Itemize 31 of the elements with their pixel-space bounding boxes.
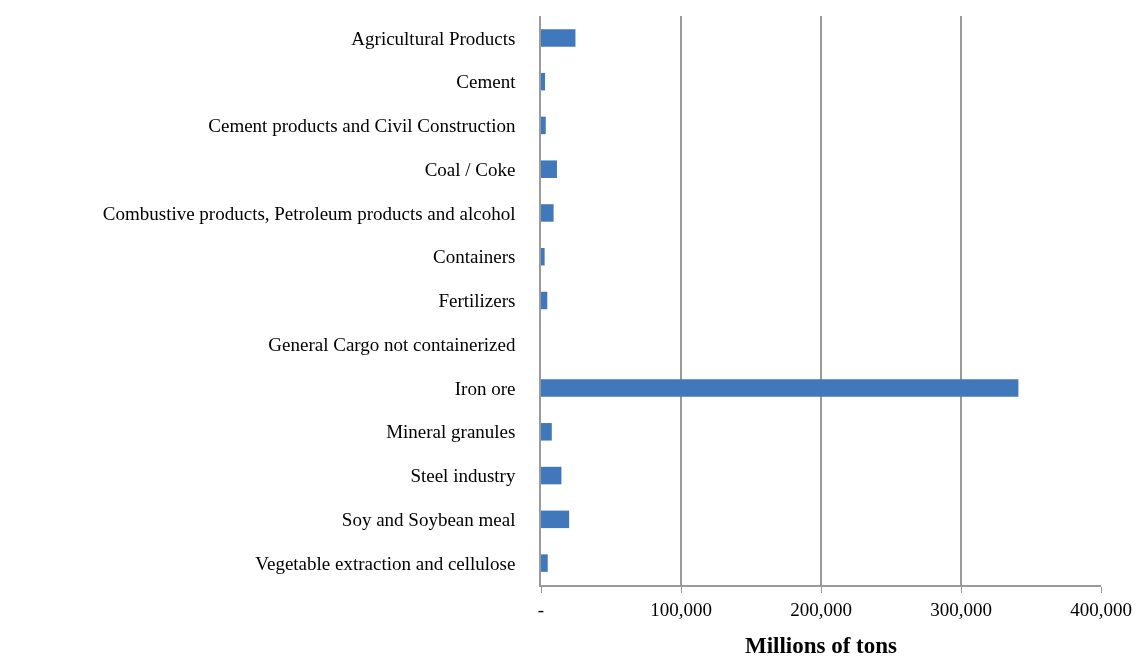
y-tick-label: Steel industry — [410, 465, 516, 487]
bar — [541, 29, 576, 47]
bar — [541, 466, 562, 485]
bar — [541, 116, 546, 135]
bar — [541, 204, 554, 222]
bar — [541, 72, 546, 91]
y-tick-label: Combustive products, Petroleum products and alcohol — [102, 202, 516, 224]
x-tick-label: - — [537, 598, 545, 620]
y-tick-label: Vegetable extraction and cellulose — [255, 552, 516, 574]
y-tick-label: Fertilizers — [438, 290, 516, 312]
bar — [541, 423, 552, 441]
bar — [541, 379, 1019, 397]
y-tick-label: Containers — [433, 246, 516, 268]
y-tick-label: Iron ore — [454, 377, 516, 399]
y-tick-label: Mineral granules — [386, 421, 516, 443]
x-axis-title: Millions of tons — [744, 632, 898, 658]
x-tick-label: 400,000 — [1070, 598, 1132, 620]
y-tick-label: Cement products and Civil Construction — [208, 115, 516, 137]
x-tick-label: 100,000 — [650, 598, 712, 620]
y-tick-label: Agricultural Products — [351, 27, 516, 49]
bar — [541, 291, 548, 310]
y-tick-label: Coal / Coke — [424, 158, 516, 180]
bar — [541, 160, 557, 178]
y-tick-label: Cement — [456, 71, 517, 93]
bar — [541, 510, 570, 529]
y-tick-label: General Cargo not containerized — [268, 333, 516, 355]
y-tick-label: Soy and Soybean meal — [341, 509, 516, 530]
bar — [541, 247, 545, 266]
bar — [541, 554, 548, 572]
x-tick-label: 200,000 — [790, 598, 852, 620]
x-tick-label: 300,000 — [930, 598, 992, 620]
